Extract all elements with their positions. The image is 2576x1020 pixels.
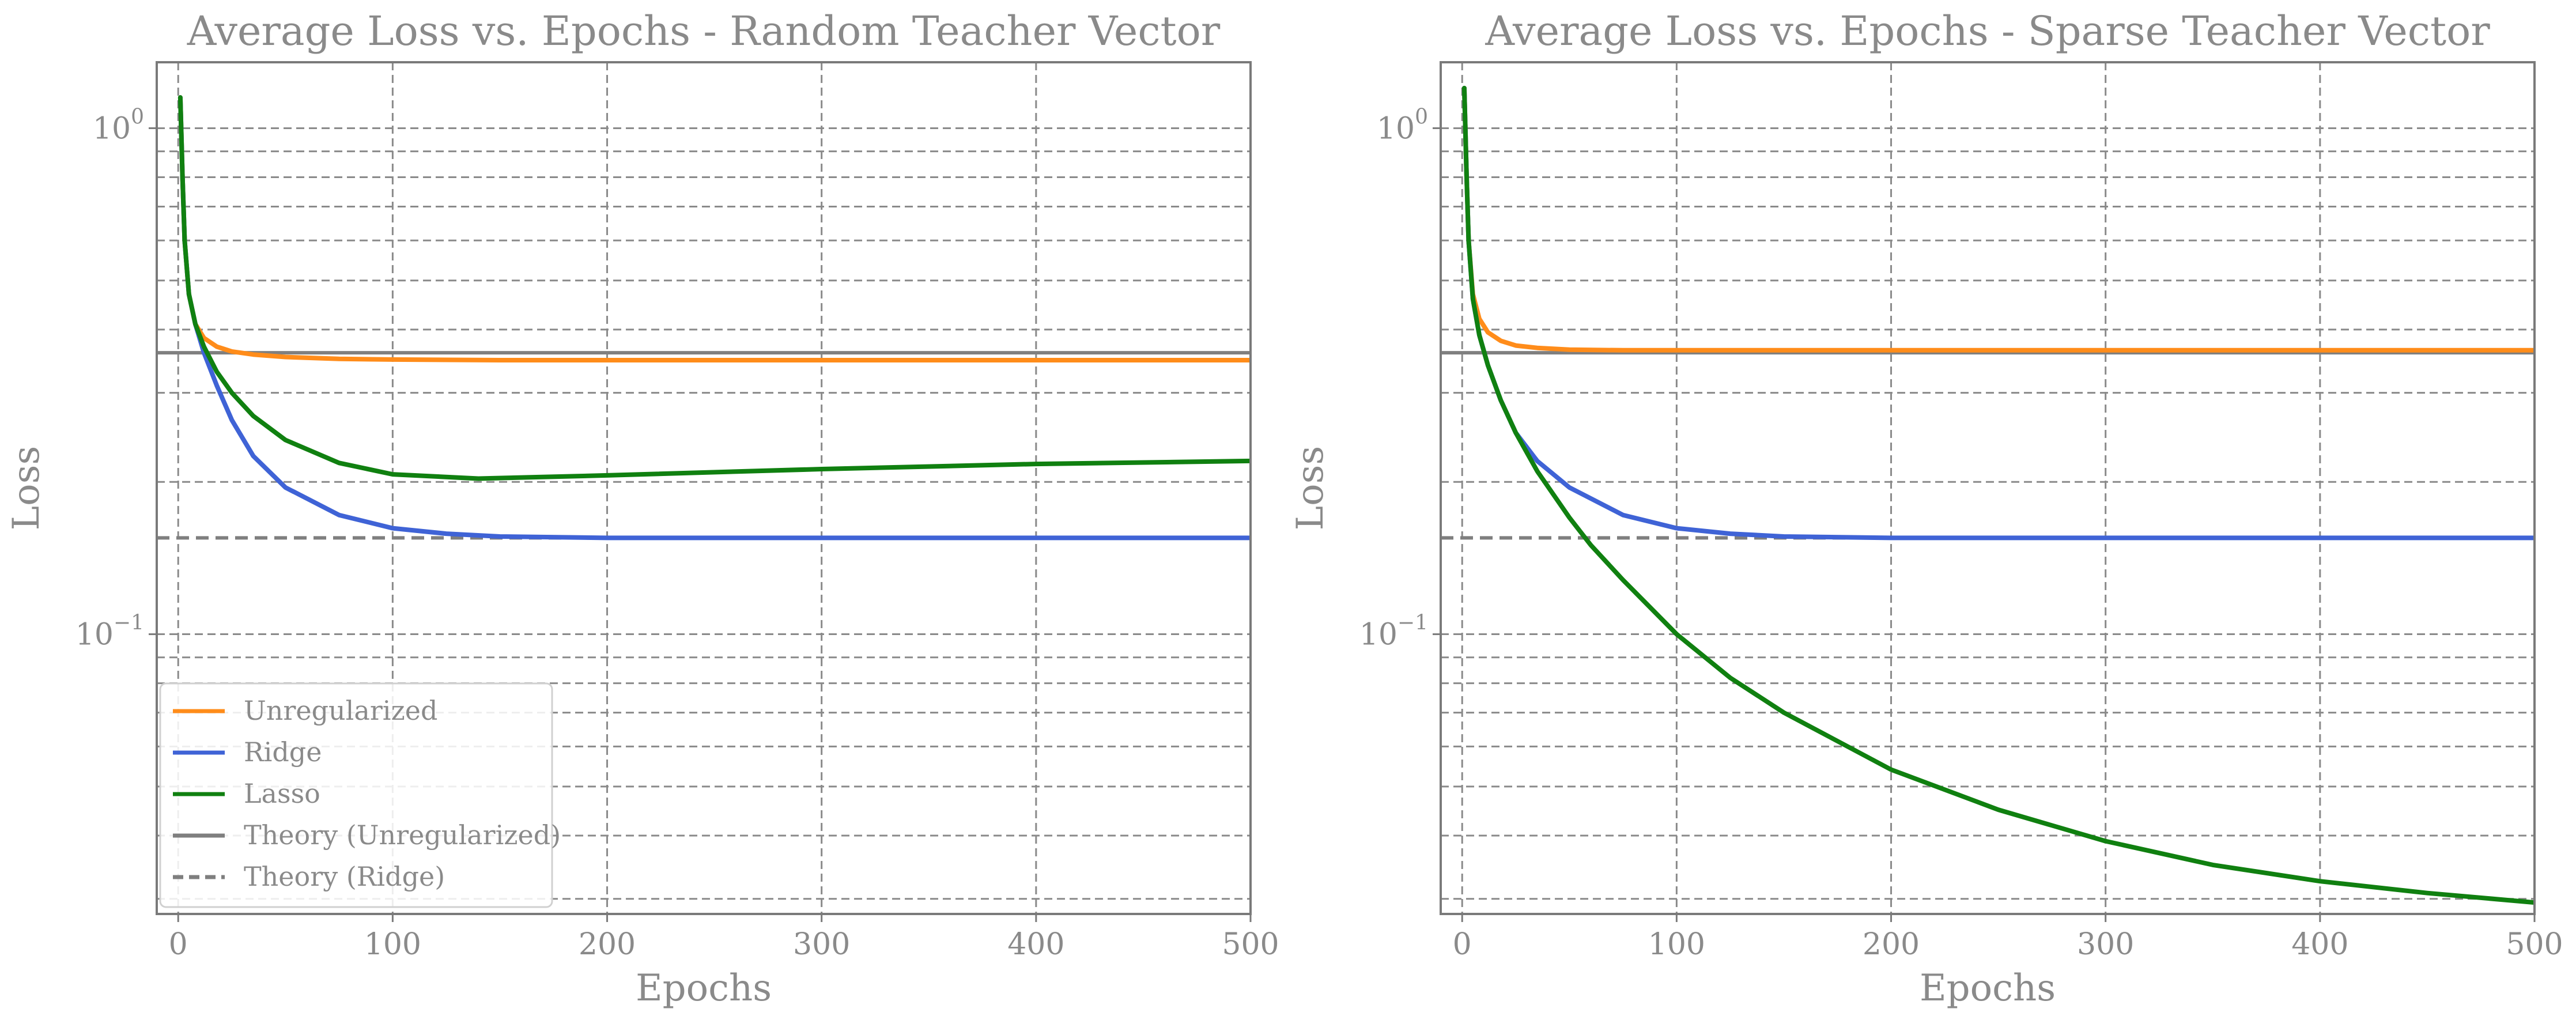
- series-line-lasso: [1461, 85, 2535, 905]
- legend: Unregularized Ridge Lasso Theory (Unregular…: [159, 682, 561, 908]
- x-tick-label: 300: [2077, 927, 2134, 962]
- y-axis-label: Loss: [1289, 446, 1332, 531]
- y-tick-label: 100: [93, 105, 144, 146]
- x-tick-label: 100: [364, 927, 421, 962]
- x-axis-label: Epochs: [1920, 967, 2056, 1010]
- x-tick-label: 0: [169, 927, 188, 962]
- series-lines: [157, 95, 1251, 541]
- series-line-unregularized: [177, 95, 1251, 362]
- chart-panel-random-teacher: 0 100 200 300 400 500 100 10−1 Average Loss vs.…: [5, 7, 1279, 1010]
- y-axis-label: Loss: [5, 446, 48, 531]
- plot-frame: [156, 61, 1252, 915]
- x-tick-label: 400: [1007, 927, 1064, 962]
- x-tick-label: 300: [793, 927, 850, 962]
- chart-panel-sparse-teacher: 0 100 200 300 400 500 100 10−1 Average Loss vs.…: [1289, 7, 2563, 1010]
- x-tick-label: 200: [579, 927, 636, 962]
- x-tick-label: 500: [2506, 927, 2563, 962]
- plot-frame: [1440, 61, 2536, 915]
- legend-box: [159, 682, 553, 908]
- chart-title: Average Loss vs. Epochs - Random Teacher…: [187, 7, 1221, 55]
- series-line-ridge: [1461, 85, 2535, 541]
- y-tick-label: 10−1: [1359, 611, 1428, 652]
- series-line-lasso: [177, 95, 1251, 481]
- y-tick-label: 10−1: [75, 611, 144, 652]
- x-axis-label: Epochs: [636, 967, 772, 1010]
- x-tick-label: 200: [1863, 927, 1920, 962]
- legend-label: Ridge: [244, 736, 322, 768]
- legend-label: Theory (Ridge): [244, 861, 445, 892]
- y-tick-label: 100: [1377, 105, 1428, 146]
- legend-label: Unregularized: [244, 695, 437, 726]
- x-tick-label: 500: [1222, 927, 1279, 962]
- legend-label: Theory (Unregularized): [244, 819, 561, 851]
- tick-marks: 0 100 200 300 400 500 100 10−1: [75, 105, 1279, 962]
- x-tick-label: 400: [2291, 927, 2348, 962]
- series-lines: [1441, 85, 2535, 905]
- grid-lines: [1441, 62, 2536, 914]
- chart-title: Average Loss vs. Epochs - Sparse Teacher…: [1485, 7, 2490, 55]
- legend-label: Lasso: [244, 778, 320, 809]
- x-tick-label: 0: [1453, 927, 1472, 962]
- tick-marks: 0 100 200 300 400 500 100 10−1: [1359, 105, 2563, 962]
- x-tick-label: 100: [1648, 927, 1705, 962]
